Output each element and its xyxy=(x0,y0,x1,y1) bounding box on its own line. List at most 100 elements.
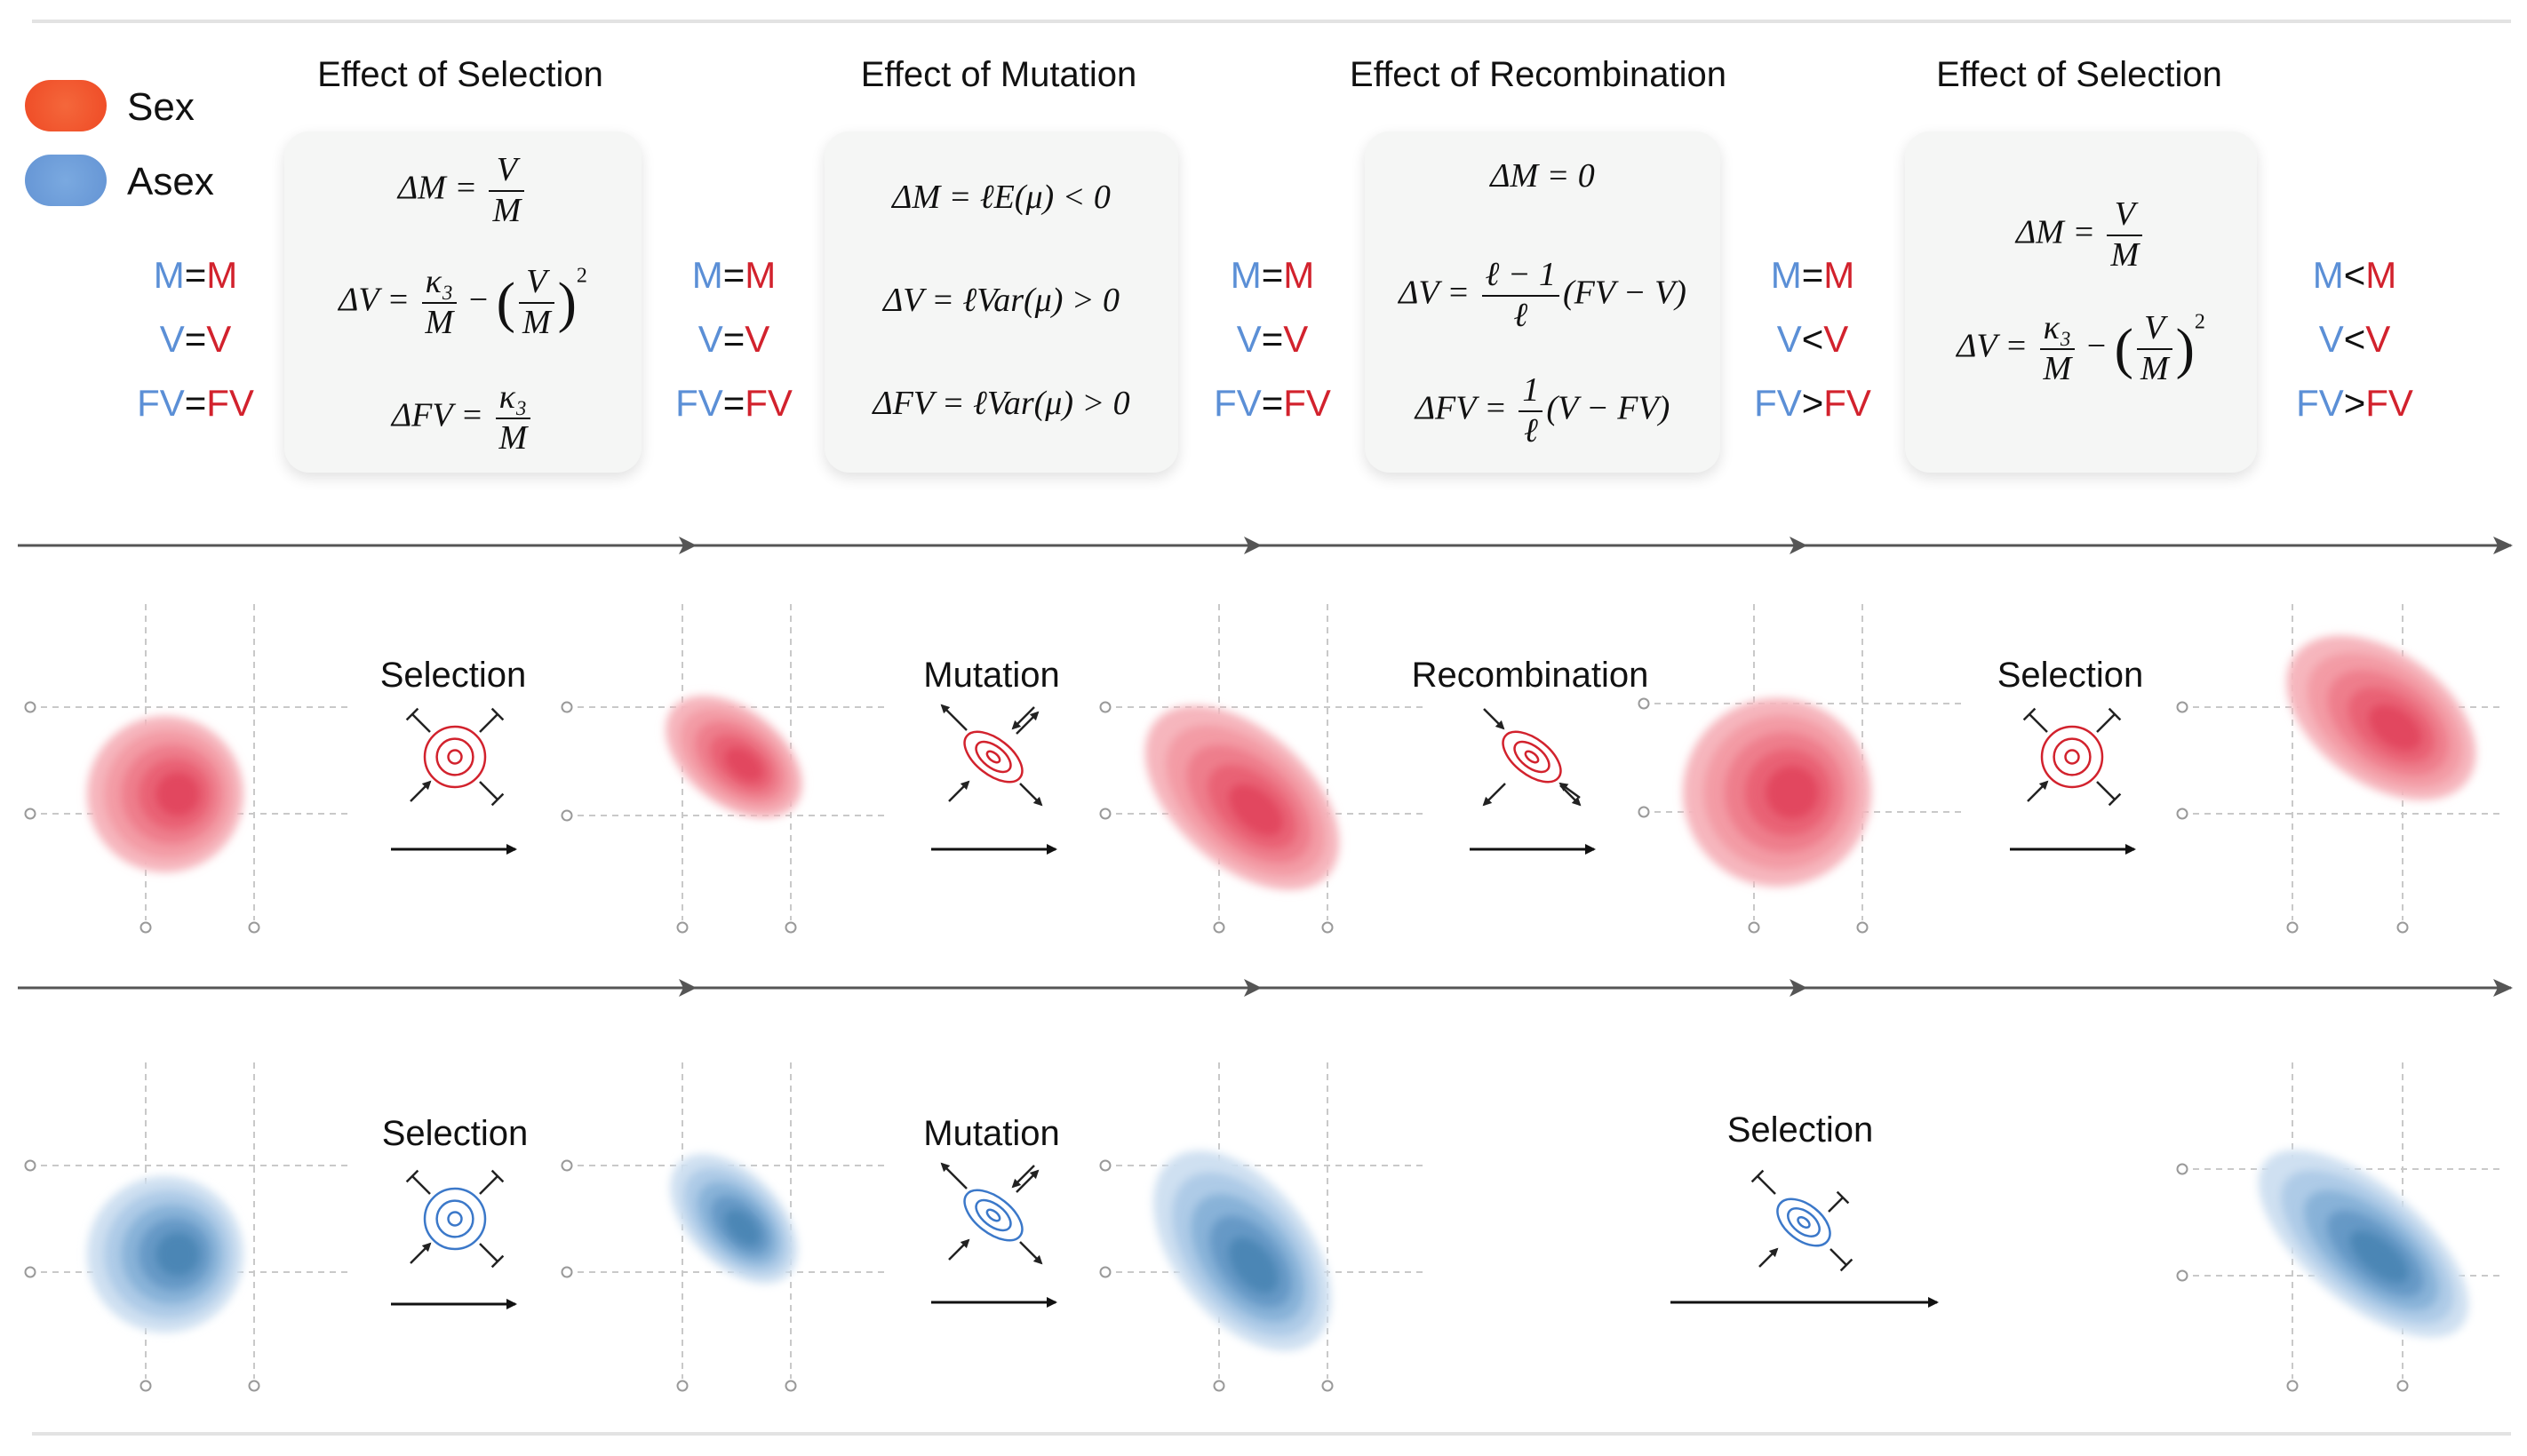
target-icon xyxy=(963,1189,1024,1242)
asex-value: M xyxy=(153,254,185,296)
bottom-rule xyxy=(32,1432,2511,1436)
comparison-operator: = xyxy=(722,382,745,424)
direction-arrow xyxy=(1016,711,1040,735)
density-contour xyxy=(1766,766,1819,819)
axis-tick-marker xyxy=(561,809,573,822)
target-ring xyxy=(1776,1197,1831,1247)
density-contour xyxy=(724,1209,761,1246)
direction-arrow xyxy=(948,780,970,802)
comparison-row: M=M xyxy=(1724,254,1901,297)
asex-selection-icon-2 xyxy=(1750,1169,1853,1272)
sex-step-label-selection-1: Selection xyxy=(379,656,527,695)
eq-delta-v: ΔV = ℓVar(μ) > 0 xyxy=(882,282,1120,319)
direction-arrow xyxy=(2027,780,2049,802)
axis-tick-marker xyxy=(140,921,152,934)
asex-step-label-mutation: Mutation xyxy=(923,1114,1060,1153)
density-contour xyxy=(155,772,200,816)
target-icon xyxy=(1502,730,1562,784)
asex-value: M xyxy=(1770,254,1802,296)
timeline-tick-arrow xyxy=(1790,979,1807,997)
comparison-row: FV=FV xyxy=(1184,382,1361,425)
selection-bar-cap xyxy=(1750,1169,1765,1183)
eq-rhs: (V − FV) xyxy=(1546,389,1670,427)
top-rule xyxy=(32,20,2511,23)
axis-tick-marker xyxy=(24,808,36,820)
axis-tick-marker xyxy=(561,1159,573,1172)
sex-value: FV xyxy=(206,382,254,424)
comparison-operator: > xyxy=(2343,382,2366,424)
direction-arrow xyxy=(1011,706,1035,730)
selection-bar-cap xyxy=(405,707,419,721)
selection-bar-cap xyxy=(2022,707,2037,721)
axis-tick-marker xyxy=(2176,1163,2188,1175)
asex-value: M xyxy=(691,254,723,296)
target-icon xyxy=(1776,1197,1831,1247)
axis-tick-marker xyxy=(1099,1159,1112,1172)
comparison-row: V=V xyxy=(1184,318,1361,361)
comparison-row: FV=FV xyxy=(107,382,284,425)
asex-value: V xyxy=(1236,318,1262,360)
sex-distribution-after-recombination xyxy=(1683,698,1871,887)
target-ring xyxy=(2040,725,2104,789)
target-icon xyxy=(2040,725,2104,789)
comparison-row: M=M xyxy=(645,254,823,297)
comparison-operator: = xyxy=(184,318,207,360)
sex-value: V xyxy=(1283,318,1309,360)
eq-lhs: ΔFV = xyxy=(1415,389,1507,427)
axis-tick-marker xyxy=(24,1266,36,1278)
selection-bar-cap xyxy=(1836,1190,1850,1205)
eq-exponent: 2 xyxy=(576,264,587,288)
eq-lhs: ΔV = xyxy=(1399,274,1471,312)
asex-distribution-after-selection xyxy=(670,1154,798,1284)
selection-bar-cap xyxy=(2108,792,2122,807)
target-ring xyxy=(963,730,1024,784)
eq-num: V xyxy=(518,263,554,304)
sex-value: M xyxy=(745,254,777,296)
sex-value: V xyxy=(1823,318,1849,360)
eq-rhs: (FV − V) xyxy=(1563,274,1686,312)
comparison-operator: < xyxy=(2343,254,2366,296)
comparison-operator: = xyxy=(1261,382,1284,424)
axis-tick-marker xyxy=(561,701,573,713)
target-ring xyxy=(435,737,474,776)
sex-value: M xyxy=(1283,254,1315,296)
sex-step-label-selection-2: Selection xyxy=(1997,656,2144,695)
density-contour xyxy=(1228,1237,1279,1293)
legend-asex-swatch xyxy=(25,155,107,206)
comparison-row: V=V xyxy=(645,318,823,361)
asex-value: M xyxy=(2312,254,2344,296)
asex-value: V xyxy=(1776,318,1802,360)
comparison-row: V<V xyxy=(2266,318,2443,361)
column-title-selection-1: Effect of Selection xyxy=(317,55,603,94)
asex-distribution-after-mutation xyxy=(1153,1150,1331,1351)
asex-value: FV xyxy=(1754,382,1802,424)
direction-arrow xyxy=(1482,783,1506,807)
eq-delta-m: ΔM = 0 xyxy=(1490,157,1595,195)
eq-frac: κ₃ M xyxy=(495,378,531,457)
eq-den: ℓ xyxy=(1513,296,1528,334)
axis-tick-marker xyxy=(2286,1380,2299,1392)
selection-bar xyxy=(479,781,498,800)
asex-value: V xyxy=(698,318,723,360)
eq-exponent: 2 xyxy=(2194,310,2205,334)
eq-lhs: ΔM = xyxy=(2015,213,2095,251)
target-ring xyxy=(423,1187,487,1251)
eq-delta-fv: ΔFV = ℓVar(μ) > 0 xyxy=(873,385,1130,422)
eq-den: M xyxy=(2043,349,2072,387)
target-ring xyxy=(975,740,1012,774)
asex-value: FV xyxy=(675,382,723,424)
target-ring xyxy=(1787,1207,1821,1237)
legend-sex-label: Sex xyxy=(127,85,195,129)
legend-sex-swatch xyxy=(25,80,107,131)
timeline-tick-arrow xyxy=(1790,537,1807,554)
target-ring xyxy=(2064,749,2080,765)
axis-tick-marker xyxy=(1856,921,1869,934)
axis-tick-marker xyxy=(2396,921,2409,934)
